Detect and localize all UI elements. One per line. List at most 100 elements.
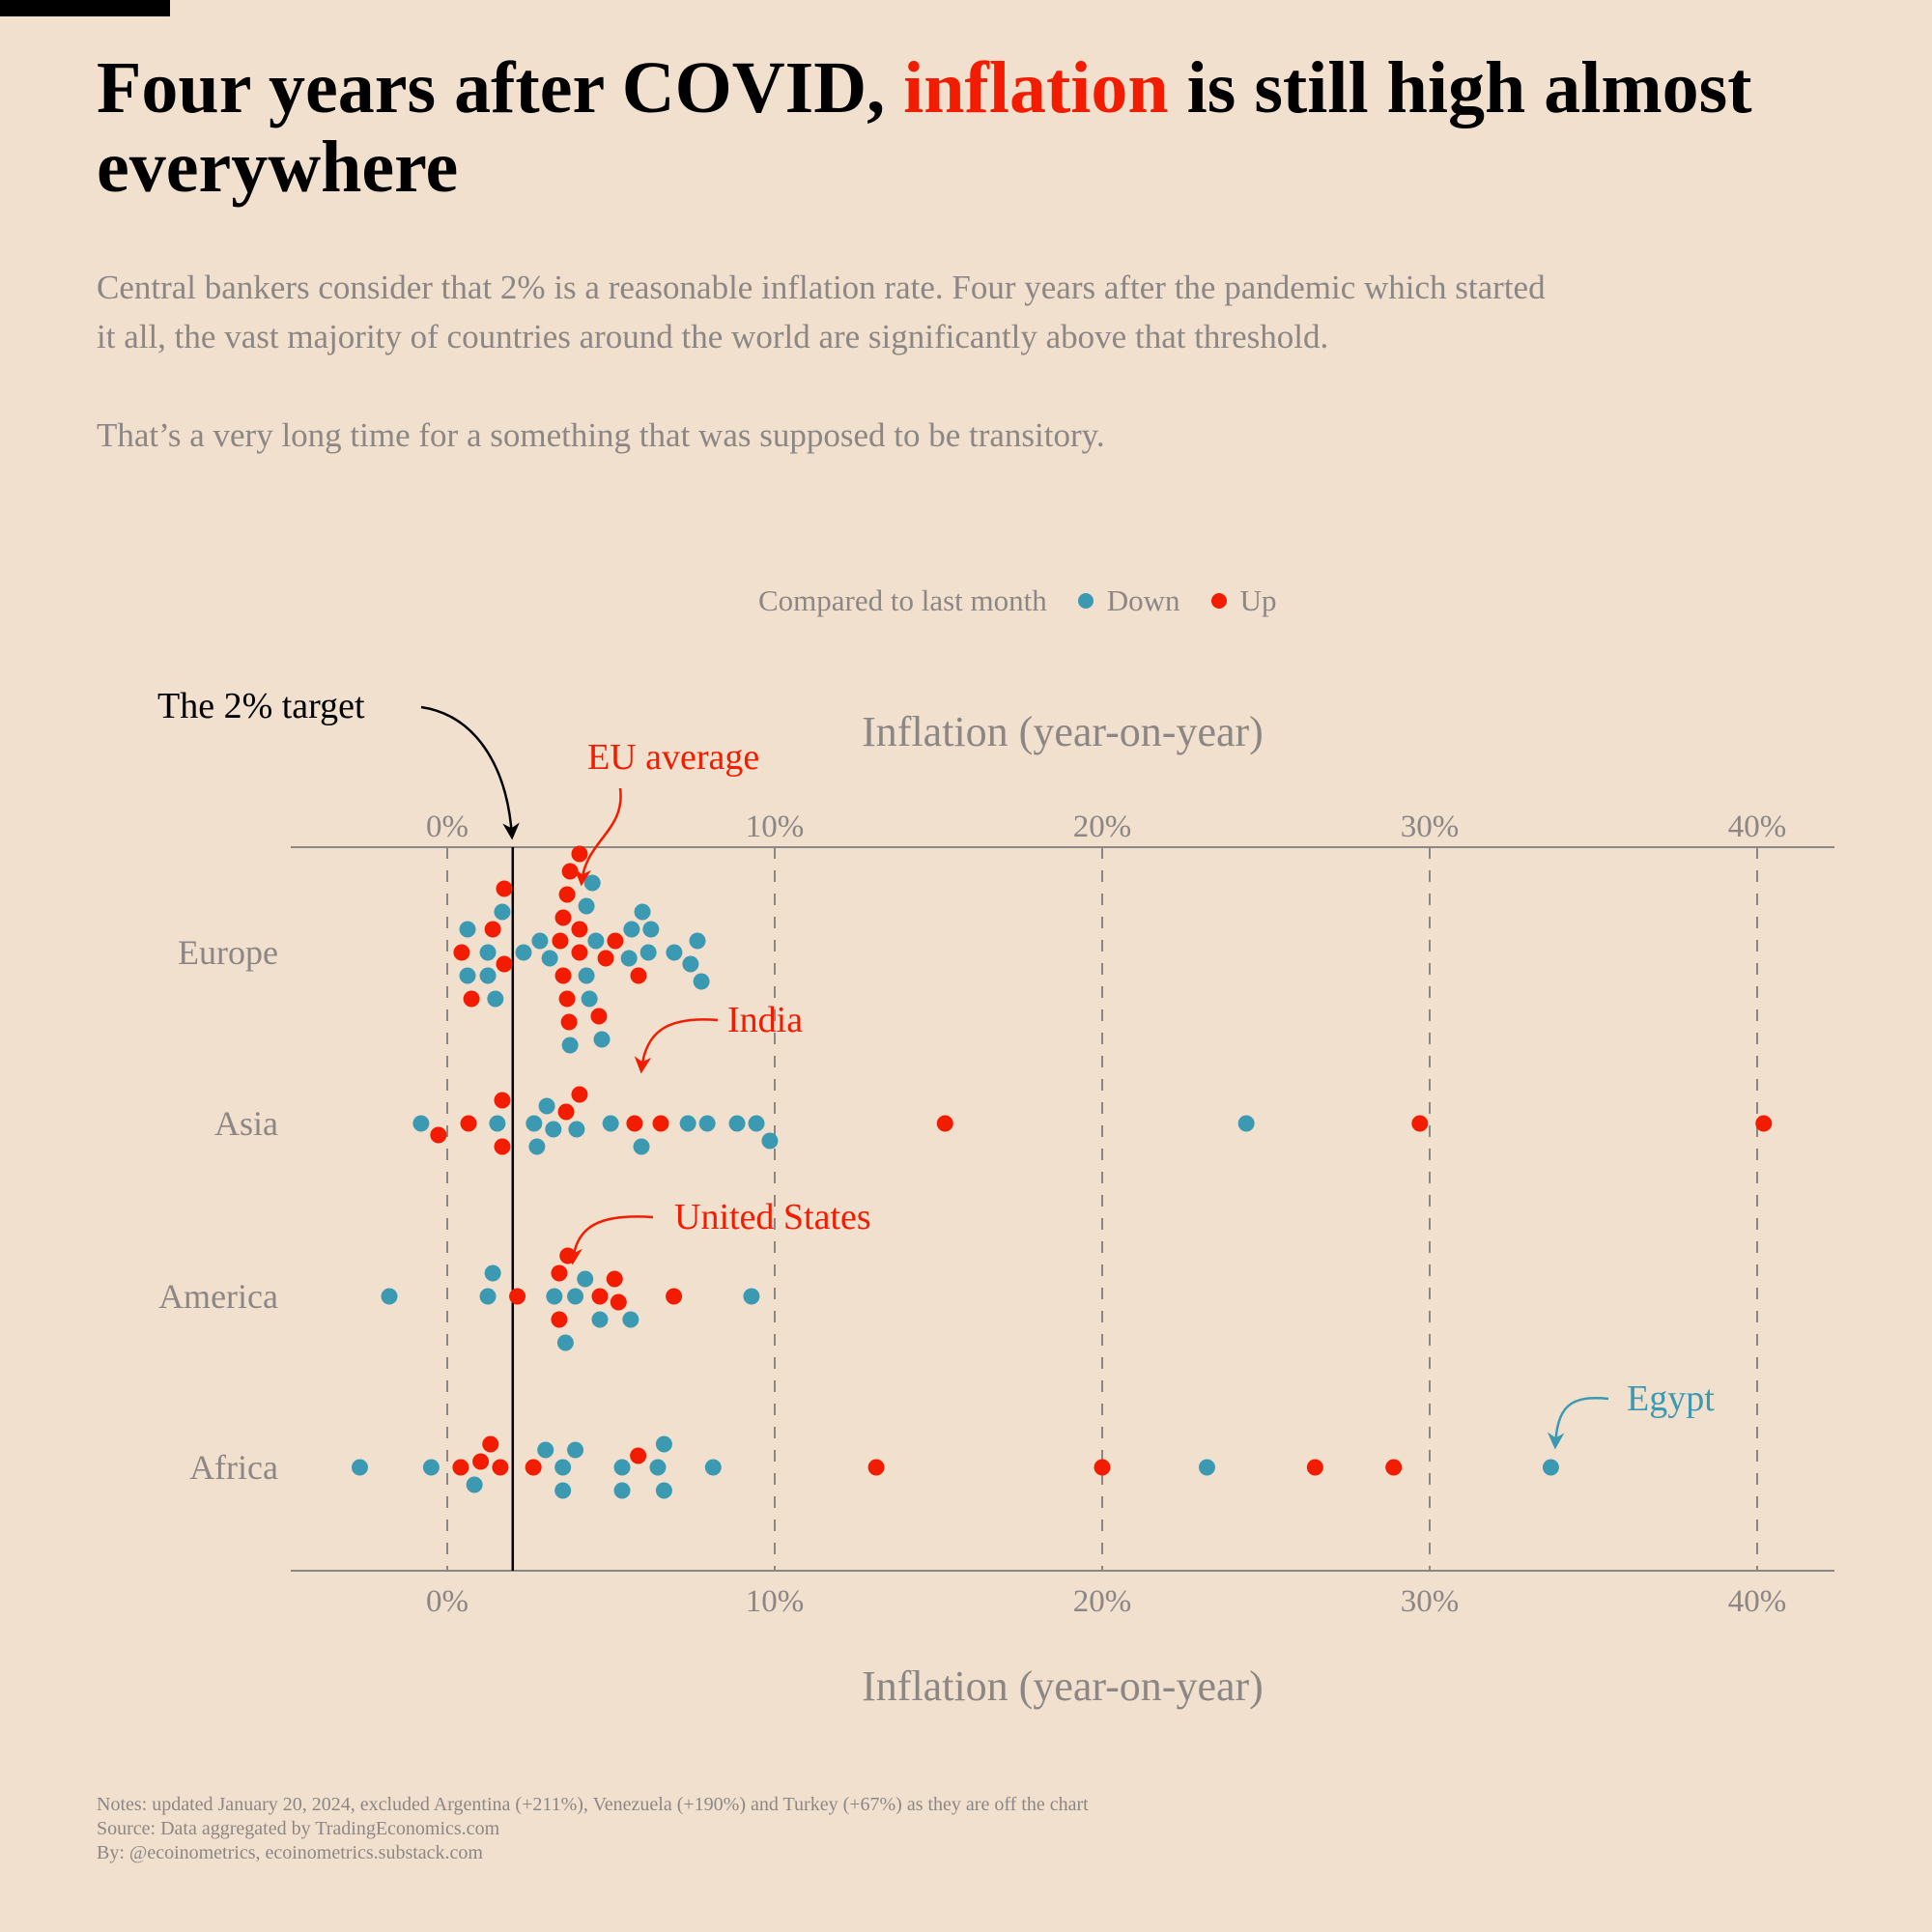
dot-up [630, 967, 647, 984]
annotation-target-arrow [420, 705, 520, 840]
dot-down [748, 1115, 765, 1132]
dot-down [541, 950, 558, 967]
page-title: Four years after COVID, inflation is sti… [97, 48, 1884, 207]
dot-down [620, 950, 638, 967]
dot-down [1237, 1115, 1255, 1132]
dot-down [577, 1270, 594, 1288]
brand-bar [0, 0, 170, 16]
dot-down [581, 990, 598, 1008]
dot-up [463, 990, 480, 1008]
annotation-india-label: India [727, 1000, 803, 1040]
top-axis-title: Inflation (year-on-year) [862, 708, 1264, 755]
dot-up [430, 1126, 447, 1144]
dot-down [351, 1459, 368, 1476]
dot-down [479, 1288, 497, 1305]
dot-up [1755, 1115, 1773, 1132]
dot-down [704, 1459, 722, 1476]
dot-up [610, 1293, 627, 1311]
dot-up [492, 1459, 509, 1476]
subtitle-paragraph-2: That’s a very long time for a something … [97, 416, 1105, 454]
annotation-eu-arrow [574, 787, 622, 887]
dot-down [459, 967, 476, 984]
dot-down [666, 944, 683, 961]
dot-down [466, 1476, 483, 1493]
tick-label-bottom: 10% [746, 1584, 805, 1619]
dot-up [509, 1288, 526, 1305]
dot-up [554, 967, 572, 984]
row-label: Asia [214, 1104, 278, 1143]
dot-down [568, 1121, 585, 1138]
dot-up [496, 880, 513, 897]
dot-up [554, 909, 572, 926]
dot-down [546, 1288, 563, 1305]
dot-down [613, 1459, 631, 1476]
dot-down [554, 1459, 572, 1476]
annotation-eu-label: EU average [587, 737, 759, 778]
dot-up [630, 1447, 647, 1464]
bottom-axis-title: Inflation (year-on-year) [862, 1662, 1264, 1710]
dot-up [1306, 1459, 1323, 1476]
dot-up [606, 1270, 623, 1288]
dot-down [537, 1441, 554, 1459]
dot-down [689, 932, 706, 950]
dot-up [571, 944, 588, 961]
dot-down [528, 1138, 546, 1155]
legend-up-label: Up [1239, 583, 1277, 617]
dot-up [551, 1264, 568, 1282]
dot-down [639, 944, 657, 961]
legend-down-dot-icon [1077, 593, 1094, 609]
title-part: is still high almost everywhere [97, 47, 1752, 208]
tick-label-top: 0% [426, 810, 469, 844]
dot-down [459, 921, 476, 938]
dot-up [571, 1086, 588, 1103]
notes-line: Notes: updated January 20, 2024, exclude… [97, 1794, 1089, 1815]
dot-up [494, 1092, 511, 1109]
dot-down [591, 1311, 609, 1328]
dot-down [554, 1482, 572, 1499]
tick-label-top: 10% [746, 810, 805, 844]
annotation-us-arrow [565, 1215, 654, 1265]
tick-label-top: 30% [1401, 810, 1460, 844]
dot-up [607, 932, 624, 950]
subtitle: Central bankers consider that 2% is a re… [97, 263, 1546, 460]
tick-labels: 0% 0% 10% 10% 20% 20% 30% 30% 40% 40% [426, 810, 1786, 1619]
dot-up [1385, 1459, 1403, 1476]
dot-down [561, 1037, 579, 1054]
legend-title: Compared to last month [758, 583, 1047, 617]
dot-down [494, 903, 511, 921]
legend-up-dot-icon [1210, 593, 1227, 609]
dot-up [666, 1288, 683, 1305]
gridlines [446, 847, 1758, 1571]
dot-up [494, 1138, 511, 1155]
dot-up [561, 863, 579, 880]
dot-down [487, 990, 504, 1008]
annotation-target-label: The 2% target [157, 686, 365, 726]
dot-down [693, 973, 710, 990]
dot-down [526, 1115, 543, 1132]
dot-up [453, 944, 470, 961]
dot-down [634, 903, 651, 921]
dot-down [484, 1264, 501, 1282]
tick-label-bottom: 30% [1401, 1584, 1460, 1619]
dot-up [867, 1459, 885, 1476]
dot-up [484, 921, 501, 938]
dot-up [571, 845, 588, 863]
row-labels: Europe Asia America Africa [158, 933, 278, 1487]
tick-label-top: 40% [1728, 810, 1787, 844]
dot-up [460, 1115, 477, 1132]
dot-down [381, 1288, 398, 1305]
dot-down [633, 1138, 650, 1155]
source-line: Source: Data aggregated by TradingEconom… [97, 1818, 500, 1839]
legend: Compared to last month Down Up [758, 583, 1276, 618]
dot-up [1411, 1115, 1429, 1132]
dot-up [525, 1459, 542, 1476]
dot-down [622, 1311, 639, 1328]
dot-down [556, 1334, 574, 1351]
footnotes: Notes: updated January 20, 2024, exclude… [97, 1793, 1089, 1865]
dot-down [593, 1031, 611, 1048]
dot-down [761, 1132, 779, 1150]
dot-down [613, 1482, 631, 1499]
annotation-india-arrow [634, 1018, 719, 1074]
dot-up [590, 1008, 608, 1025]
title-part: Four years after COVID, [97, 47, 904, 128]
